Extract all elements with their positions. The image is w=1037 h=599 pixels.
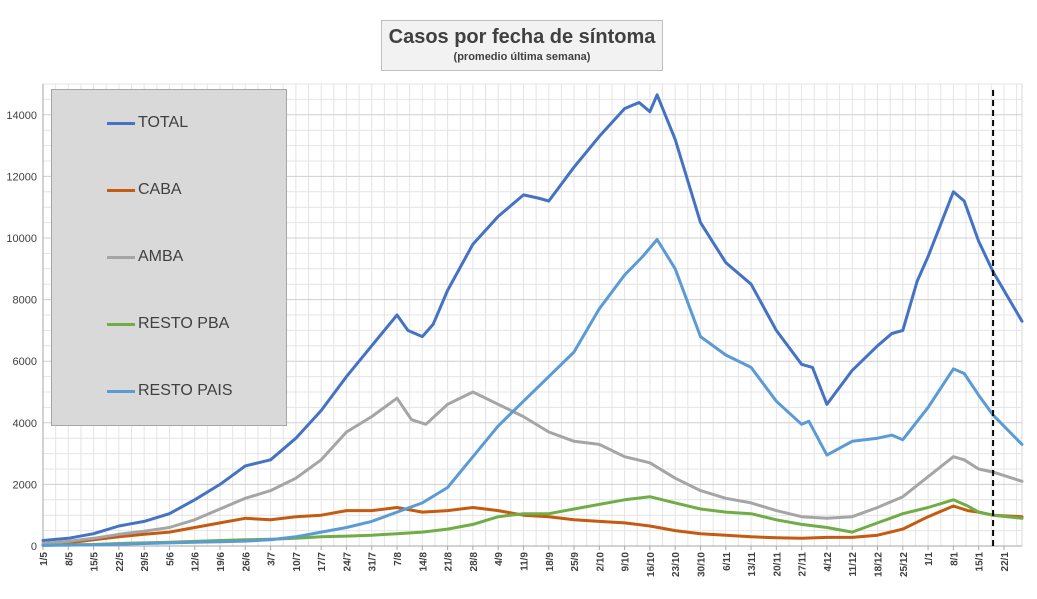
- y-tick-label: 10000: [6, 233, 37, 245]
- x-tick-label: 4/12: [823, 552, 834, 572]
- legend-swatch: [107, 189, 135, 192]
- legend-swatch: [107, 323, 135, 326]
- x-tick-label: 23/10: [671, 552, 682, 577]
- x-tick-label: 22/5: [115, 552, 126, 572]
- x-tick-label: 11/12: [848, 552, 859, 577]
- legend-label: AMBA: [138, 248, 184, 265]
- x-tick-labels: 1/5 8/5 15/5 22/5 29/5 5/6 12/6 19/6 26/6 3/7 10/7…: [39, 552, 1011, 577]
- x-tick-label: 24/7: [342, 552, 353, 572]
- chart-title-box: Casos por fecha de síntoma (promedio últ…: [381, 20, 663, 71]
- x-tick-label: 26/6: [241, 552, 252, 572]
- x-tick-label: 27/11: [798, 552, 809, 577]
- x-tick-label: 25/12: [899, 552, 910, 577]
- axes: [42, 84, 1022, 550]
- x-tick-label: 3/7: [267, 552, 278, 566]
- x-tick-label: 12/6: [191, 552, 202, 572]
- chart-subtitle: (promedio última semana): [453, 51, 591, 63]
- y-tick-label: 8000: [13, 295, 37, 307]
- x-tick-label: 11/9: [519, 552, 530, 571]
- y-tick-label: 4000: [13, 418, 37, 430]
- y-tick-label: 2000: [13, 479, 37, 491]
- x-tick-label: 30/10: [696, 552, 707, 577]
- x-tick-label: 18/12: [873, 552, 884, 577]
- series-line-resto-pais: [41, 238, 1024, 547]
- x-tick-label: 6/11: [722, 552, 733, 571]
- legend-label: RESTO PAIS: [138, 382, 233, 399]
- x-tick-label: 4/9: [494, 552, 505, 566]
- x-tick-label: 7/8: [393, 552, 404, 566]
- x-tick-label: 9/10: [621, 552, 632, 572]
- x-tick-label: 20/11: [772, 552, 783, 577]
- x-tick-label: 31/7: [368, 552, 379, 572]
- x-tick-label: 1/1: [924, 552, 935, 566]
- legend-swatch: [107, 256, 135, 259]
- legend-swatch: [107, 390, 135, 393]
- series-line-caba: [41, 504, 1024, 546]
- series-lines: [41, 93, 1024, 547]
- y-tick-label: 14000: [6, 110, 37, 122]
- chart-title: Casos por fecha de síntoma: [388, 26, 656, 48]
- y-tick-label: 0: [31, 541, 37, 553]
- x-tick-label: 28/8: [469, 552, 480, 572]
- x-tick-label: 14/8: [418, 552, 429, 572]
- legend-label: RESTO PBA: [138, 315, 230, 332]
- legend: TOTAL CABA AMBA RESTO PBA RESTO PAIS: [51, 89, 287, 426]
- x-tick-label: 19/6: [216, 552, 227, 572]
- x-tick-label: 25/9: [570, 552, 581, 572]
- x-tick-label: 8/5: [64, 552, 75, 566]
- legend-label: TOTAL: [138, 114, 189, 131]
- legend-label: CABA: [138, 181, 182, 198]
- x-tick-label: 29/5: [140, 552, 151, 572]
- y-tick-label: 6000: [13, 356, 37, 368]
- x-tick-label: 8/1: [949, 552, 960, 566]
- series-line-amba: [41, 390, 1024, 545]
- x-tick-label: 18/9: [545, 552, 556, 572]
- x-tick-label: 15/5: [90, 552, 101, 572]
- x-tick-label: 13/11: [747, 552, 758, 577]
- series-line-total: [41, 93, 1024, 542]
- x-tick-label: 21/8: [444, 552, 455, 572]
- x-tick-label: 17/7: [317, 552, 328, 572]
- x-tick-label: 1/5: [39, 552, 50, 566]
- x-tick-label: 10/7: [292, 552, 303, 572]
- y-tick-labels: 0 2000 4000 6000 8000 10000 12000 14000: [6, 110, 37, 553]
- y-tick-label: 12000: [6, 171, 37, 183]
- x-tick-label: 2/10: [595, 552, 606, 572]
- legend-swatch: [107, 122, 135, 125]
- x-tick-label: 16/10: [646, 552, 657, 577]
- x-tick-label: 15/1: [975, 552, 986, 572]
- x-tick-label: 5/6: [165, 552, 176, 566]
- x-tick-label: 22/1: [1000, 552, 1011, 572]
